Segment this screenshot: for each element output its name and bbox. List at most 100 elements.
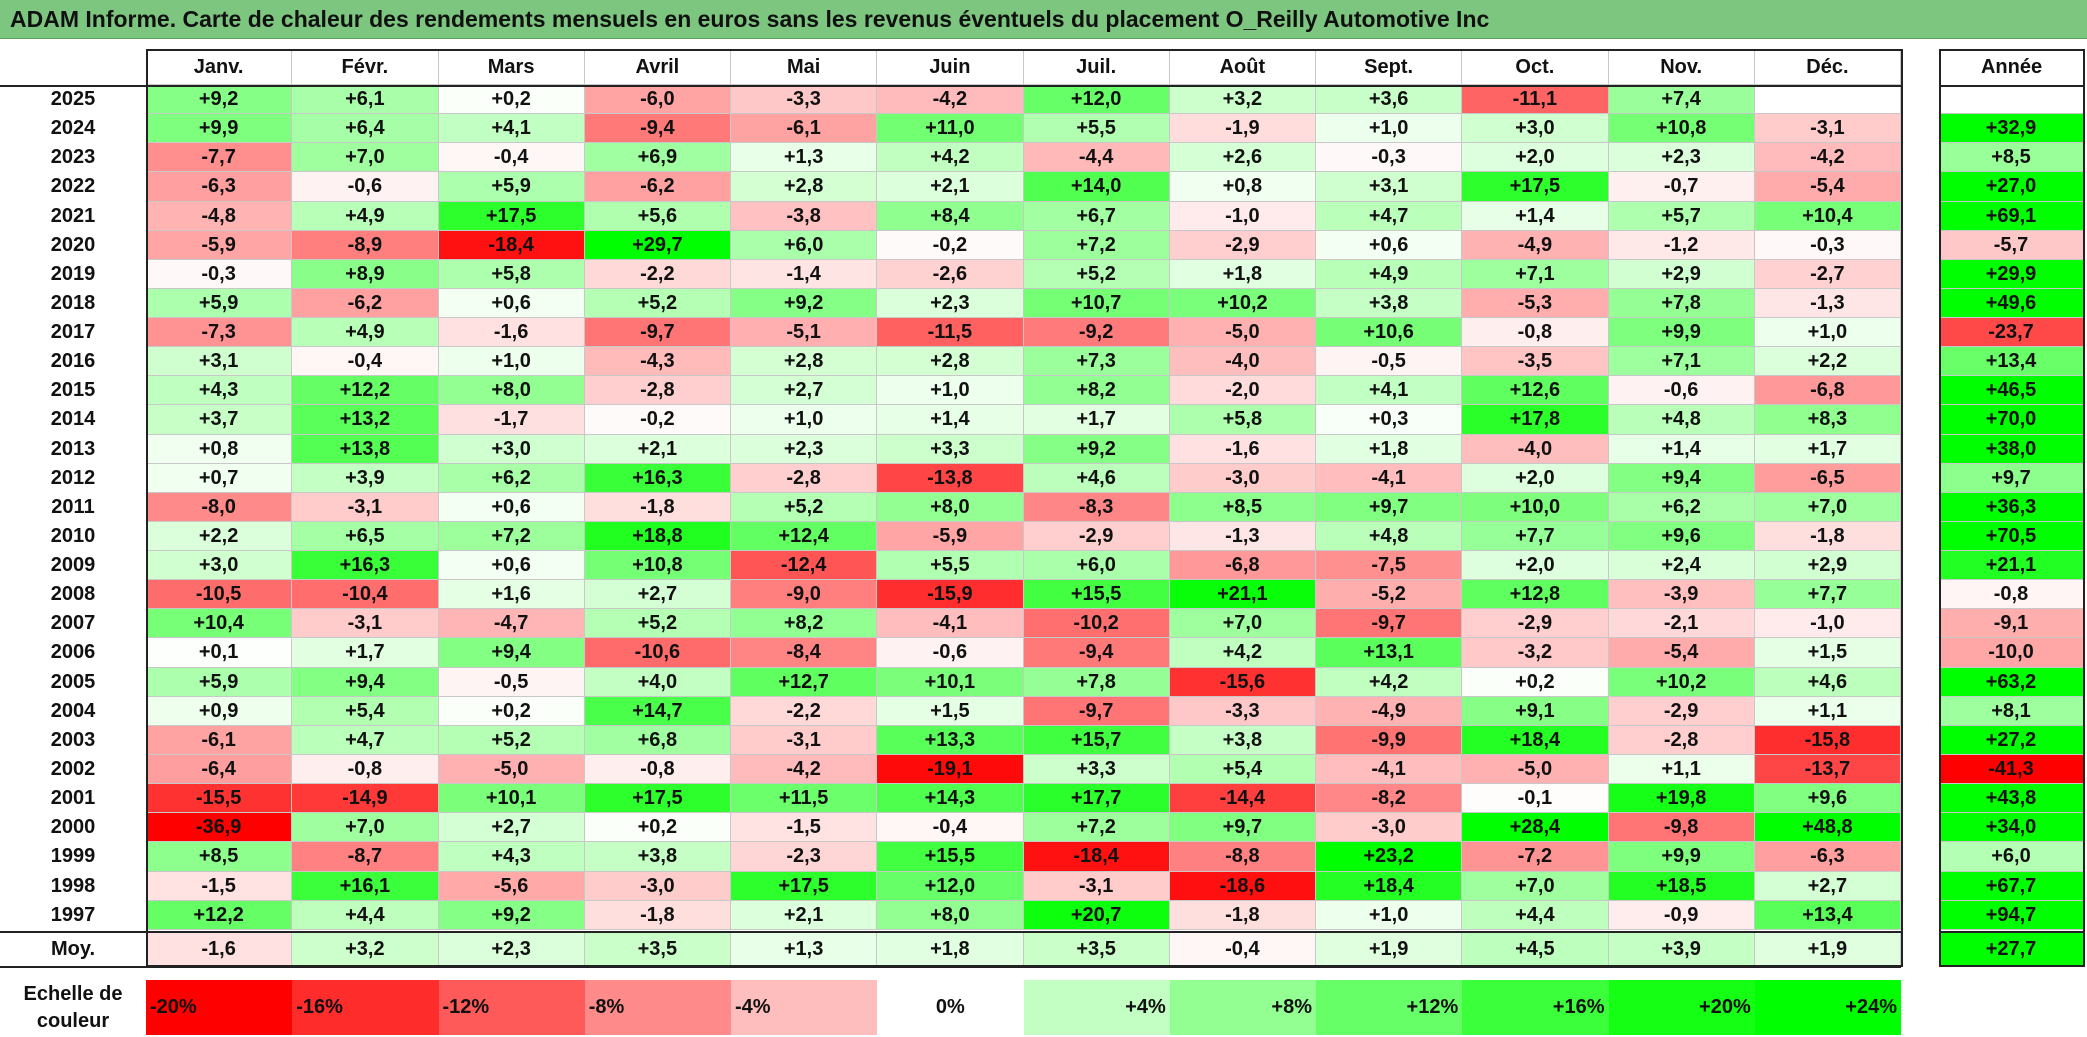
heatmap-cell: +13,3 [877, 725, 1024, 755]
heatmap-cell: -14,9 [292, 784, 439, 814]
heatmap-cell: -2,9 [1169, 230, 1316, 260]
year-label: 2020 [0, 230, 146, 260]
heatmap-cell: -0,6 [1608, 376, 1755, 406]
heatmap-cell: -2,9 [1462, 609, 1609, 639]
heatmap-cell: +2,6 [1169, 143, 1316, 173]
heatmap-cell: -6,1 [146, 725, 293, 755]
average-cell: -1,6 [146, 931, 293, 966]
heatmap-cell: -0,1 [1462, 784, 1609, 814]
heatmap-cell: +15,7 [1023, 725, 1170, 755]
color-scale-swatch: -20% [146, 980, 293, 1035]
heatmap-cell: -7,5 [1316, 551, 1463, 581]
heatmap-cell: -3,1 [1023, 871, 1170, 901]
heatmap-cell: +2,0 [1462, 463, 1609, 493]
year-label: 2024 [0, 114, 146, 144]
title-bar: ADAM Informe. Carte de chaleur des rende… [0, 0, 2087, 39]
heatmap-cell: +29,7 [584, 230, 731, 260]
heatmap-cell: -2,2 [584, 259, 731, 289]
heatmap-cell: +48,8 [1754, 813, 1901, 843]
heatmap-cell: -2,3 [731, 842, 878, 872]
average-cell: +1,8 [877, 931, 1024, 966]
heatmap-cell: +14,3 [877, 784, 1024, 814]
average-cell: +1,3 [731, 931, 878, 966]
year-label: 2001 [0, 784, 146, 814]
heatmap-cell: +4,7 [292, 725, 439, 755]
heatmap-cell: -3,8 [731, 201, 878, 231]
heatmap-cell: -4,1 [1316, 754, 1463, 785]
heatmap-cell: -8,4 [731, 638, 878, 668]
heatmap-cell: +2,9 [1754, 551, 1901, 581]
annual-cell: +43,8 [1939, 784, 2084, 814]
heatmap-cell: +12,6 [1462, 376, 1609, 406]
heatmap-cell: -6,2 [584, 172, 731, 202]
month-header: Juil. [1023, 49, 1170, 85]
heatmap-cell: +2,7 [731, 376, 878, 406]
heatmap-cell: +2,4 [1608, 551, 1755, 581]
heatmap-cell: +2,9 [1608, 259, 1755, 289]
heatmap-cell: -1,8 [584, 492, 731, 522]
heatmap-cell: -5,9 [146, 230, 293, 260]
heatmap-cell: +4,0 [584, 667, 731, 697]
heatmap-cell: -0,9 [1608, 900, 1755, 930]
heatmap-cell: +1,3 [731, 143, 878, 173]
heatmap-cell: -5,6 [438, 871, 585, 901]
heatmap-cell: +16,3 [292, 551, 439, 581]
heatmap-cell: -4,2 [731, 754, 878, 785]
heatmap-cell: +9,7 [1316, 492, 1463, 522]
heatmap-cell: -0,7 [1608, 172, 1755, 202]
heatmap-cell: +18,4 [1462, 725, 1609, 755]
average-label: Moy. [0, 931, 146, 966]
heatmap-cell: +1,7 [1023, 405, 1170, 435]
color-scale-swatch: +4% [1023, 980, 1170, 1035]
heatmap-cell: -1,3 [1169, 521, 1316, 552]
heatmap-cell: -9,7 [1023, 696, 1170, 726]
year-label: 2003 [0, 725, 146, 755]
average-bottom-border [0, 965, 1901, 968]
heatmap-cell: +10,1 [438, 784, 585, 814]
heatmap-cell: +17,8 [1462, 405, 1609, 435]
heatmap-cell: +1,7 [1754, 434, 1901, 464]
heatmap-cell: +7,3 [1023, 347, 1170, 377]
heatmap-cell: +18,4 [1316, 871, 1463, 901]
heatmap-cell: -1,8 [1754, 521, 1901, 552]
heatmap-cell: +2,7 [1754, 871, 1901, 901]
heatmap-cell: +0,2 [584, 813, 731, 843]
heatmap-cell: +28,4 [1462, 813, 1609, 843]
heatmap-cell: +9,6 [1754, 784, 1901, 814]
annual-cell: +46,5 [1939, 376, 2084, 406]
heatmap-cell: +8,0 [877, 492, 1024, 522]
year-label: 2008 [0, 580, 146, 610]
heatmap-cell: -8,7 [292, 842, 439, 872]
annual-cell: +6,0 [1939, 842, 2084, 872]
heatmap-cell: +9,2 [1023, 434, 1170, 464]
heatmap-cell: +9,2 [438, 900, 585, 930]
annual-cell: +8,1 [1939, 696, 2084, 726]
heatmap-cell: +12,4 [731, 521, 878, 552]
average-separator [0, 930, 1901, 933]
heatmap-cell: +1,1 [1754, 696, 1901, 726]
heatmap-cell: -11,5 [877, 318, 1024, 348]
heatmap-cell: +5,5 [1023, 114, 1170, 144]
heatmap-cell: -6,3 [1754, 842, 1901, 872]
annual-cell: +9,7 [1939, 463, 2084, 493]
heatmap-cell: +0,6 [438, 288, 585, 319]
heatmap-cell: +19,8 [1608, 784, 1755, 814]
heatmap-cell: -2,8 [1608, 725, 1755, 755]
heatmap-cell: +1,0 [877, 376, 1024, 406]
heatmap-cell: +12,2 [292, 376, 439, 406]
heatmap-cell: -4,2 [877, 85, 1024, 115]
month-header: Juin [877, 49, 1024, 85]
heatmap-cell: -4,0 [1462, 434, 1609, 464]
heatmap-cell: +3,3 [1023, 754, 1170, 785]
month-header: Mai [731, 49, 878, 85]
heatmap-cell: -0,8 [1462, 318, 1609, 348]
heatmap-cell: +15,5 [1023, 580, 1170, 610]
heatmap-cell: -3,5 [1462, 347, 1609, 377]
heatmap-cell: -2,2 [731, 696, 878, 726]
heatmap-cell: -3,2 [1462, 638, 1609, 668]
heatmap-cell: +7,1 [1608, 347, 1755, 377]
heatmap-cell: +6,7 [1023, 201, 1170, 231]
heatmap-cell: +3,0 [146, 551, 293, 581]
month-header: Sept. [1316, 49, 1463, 85]
heatmap-cell: -15,6 [1169, 667, 1316, 697]
